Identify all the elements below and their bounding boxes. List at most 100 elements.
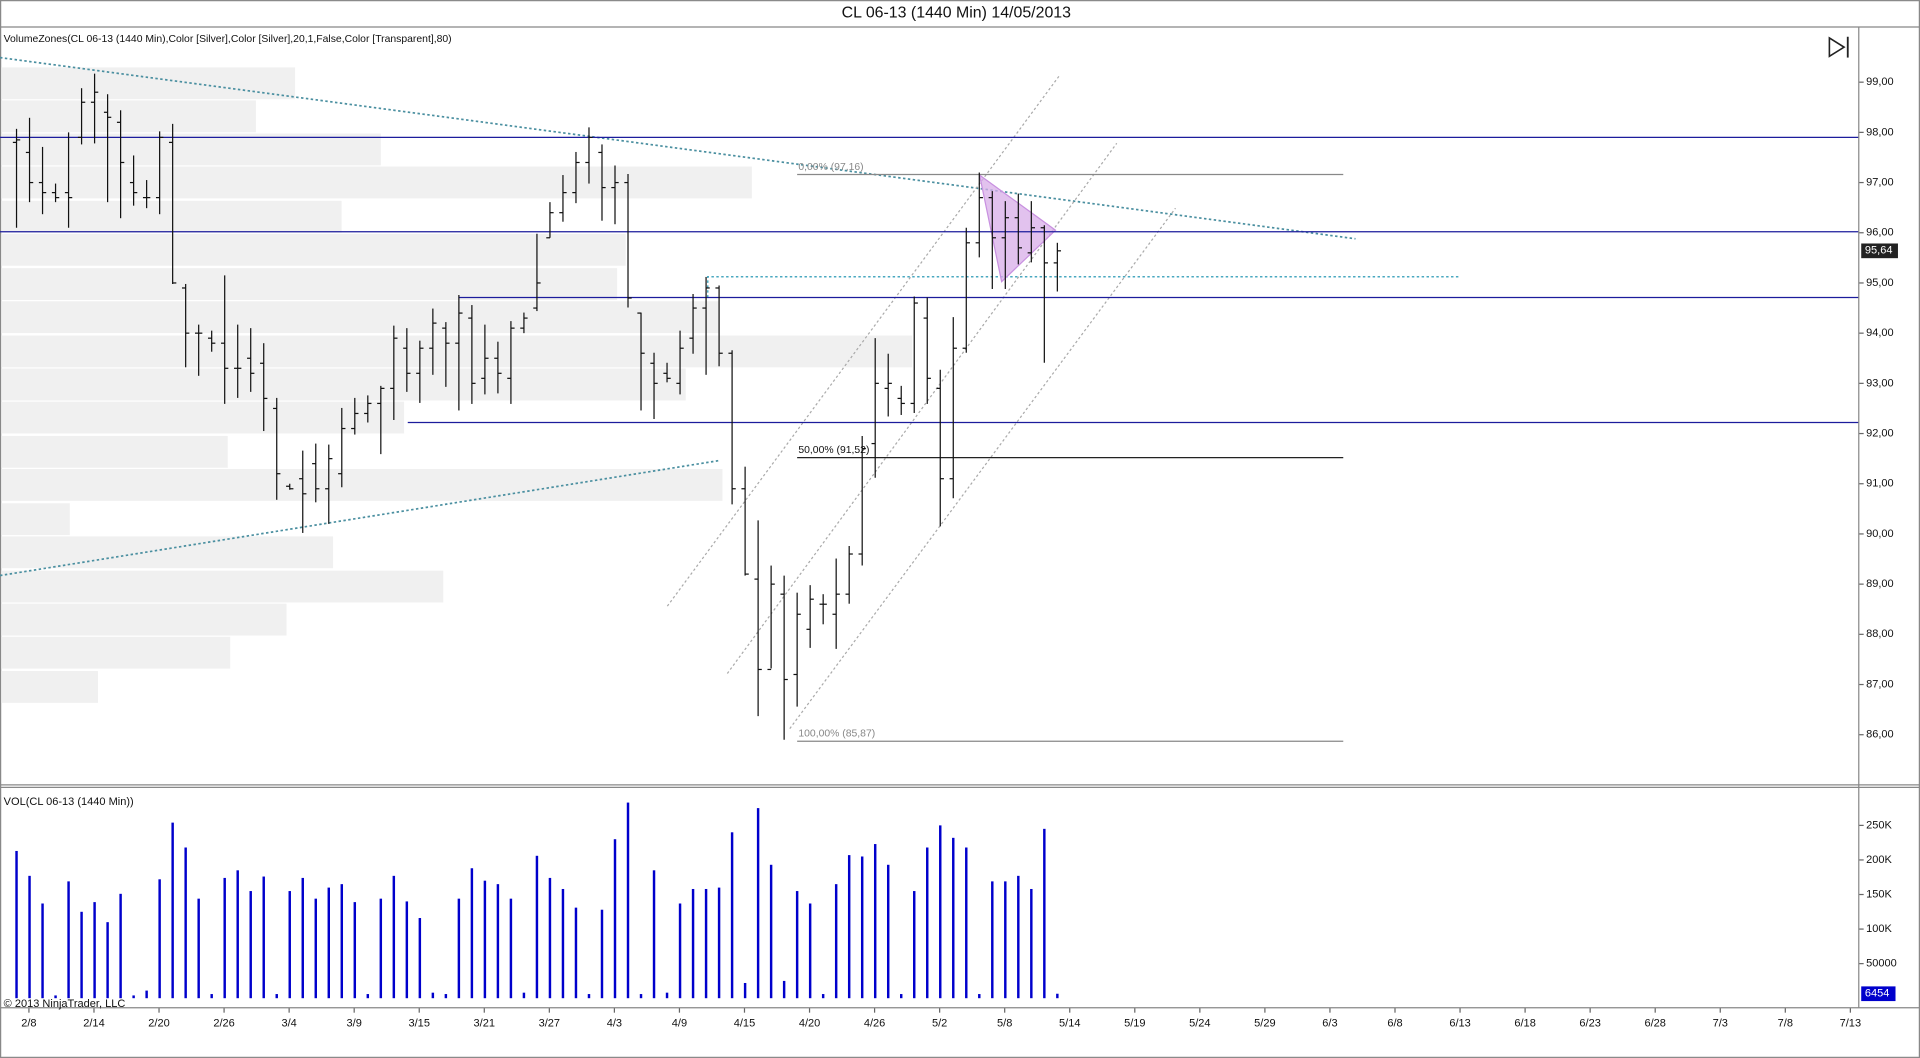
x-tick-label: 7/13 — [1840, 1018, 1861, 1030]
y-tick-label: 97,00 — [1866, 176, 1894, 188]
y-tick-label: 87,00 — [1866, 678, 1894, 690]
volume-bar — [418, 918, 422, 999]
volume-bar — [978, 994, 981, 999]
y-tick-label: 93,00 — [1866, 377, 1894, 389]
volume-bar — [535, 855, 539, 999]
volume-bar — [795, 891, 799, 999]
volume-bar — [93, 902, 96, 999]
x-tick-label: 6/28 — [1644, 1018, 1665, 1030]
volume-zones — [1, 67, 913, 703]
volume-zone — [1, 268, 618, 301]
volume-zone — [1, 401, 405, 434]
y-tick-label: 95,00 — [1866, 277, 1894, 289]
volume-bar — [665, 992, 669, 999]
volume-bar — [834, 884, 838, 999]
volume-bar — [379, 898, 383, 999]
x-tick-label: 5/19 — [1124, 1018, 1145, 1030]
volume-bar — [262, 876, 265, 999]
channel-line — [789, 207, 1177, 729]
volume-bar — [1043, 828, 1046, 999]
x-tick-label: 5/29 — [1254, 1018, 1275, 1030]
end-icon[interactable] — [1828, 36, 1846, 58]
volume-bar — [821, 994, 825, 999]
volume-bar — [873, 844, 877, 999]
chart-title: CL 06-13 (1440 Min) 14/05/2013 — [842, 5, 1071, 22]
volume-bar — [1004, 881, 1007, 999]
x-tick-label: 3/15 — [409, 1018, 430, 1030]
volume-bar — [522, 992, 526, 999]
volume-bar — [197, 898, 200, 999]
volume-bar — [626, 802, 630, 999]
volume-zone — [1, 200, 342, 233]
volume-bar — [886, 864, 890, 999]
volume-zone — [1, 603, 287, 636]
volume-bar — [314, 898, 317, 999]
x-tick-label: 5/8 — [997, 1018, 1012, 1030]
volume-tick-label: 150K — [1866, 888, 1892, 900]
y-tick-label: 92,00 — [1866, 427, 1894, 439]
volume-zone — [1, 435, 228, 468]
x-tick-label: 3/27 — [539, 1018, 560, 1030]
x-tick-label: 4/9 — [672, 1018, 687, 1030]
volume-zone — [1, 100, 256, 133]
y-tick-label: 96,00 — [1866, 227, 1894, 239]
y-tick-label: 90,00 — [1866, 528, 1894, 540]
volume-bar — [457, 898, 461, 999]
volume-bar — [483, 880, 487, 999]
volume-tick-label: 100K — [1866, 923, 1892, 935]
x-tick-label: 2/8 — [21, 1018, 36, 1030]
volume-bar — [587, 994, 591, 999]
fib-label: 100,00% (85,87) — [798, 729, 875, 740]
volume-bar — [431, 992, 435, 999]
plot: 0,00% (97,16) 50,00% (91,52) 100,00% (85,8… — [0, 73, 1898, 1030]
x-tick-label: 6/13 — [1449, 1018, 1470, 1030]
volume-bar — [41, 903, 44, 999]
fib-label: 0,00% (97,16) — [798, 162, 863, 173]
volume-zone — [1, 671, 98, 703]
dotted-level — [707, 276, 1460, 298]
volume-bar — [756, 808, 760, 999]
volume-bar — [548, 877, 552, 999]
volume-bar — [145, 990, 148, 999]
volume-zone — [1, 469, 723, 501]
volume-zone — [1, 503, 70, 536]
volume-bar — [600, 909, 604, 999]
volume-bar — [613, 839, 617, 999]
volume-bar — [15, 850, 18, 999]
x-tick-label: 7/3 — [1713, 1018, 1728, 1030]
volume-zone — [1, 536, 334, 569]
volume-bar — [900, 994, 903, 999]
volume-bar — [717, 887, 721, 999]
volume-label: VOL(CL 06-13 (1440 Min)) — [4, 796, 134, 808]
y-tick-label: 89,00 — [1866, 578, 1894, 590]
copyright: © 2013 NinjaTrader, LLC — [4, 998, 126, 1010]
x-tick-label: 5/2 — [932, 1018, 947, 1030]
volume-zone — [1, 301, 719, 334]
volume-bar — [236, 870, 239, 999]
x-tick-label: 3/4 — [281, 1018, 296, 1030]
volume-bar — [275, 994, 278, 999]
end-button[interactable] — [1828, 36, 1849, 58]
volume-tick-label: 250K — [1866, 819, 1892, 831]
x-tick-label: 4/3 — [607, 1018, 622, 1030]
x-tick-label: 5/14 — [1059, 1018, 1080, 1030]
y-tick-label: 88,00 — [1866, 628, 1894, 640]
y-tick-label: 86,00 — [1866, 729, 1894, 741]
volume-bar — [340, 884, 344, 999]
volume-bar — [782, 980, 786, 999]
x-tick-label: 4/20 — [799, 1018, 820, 1030]
trend-line — [0, 459, 721, 577]
volume-zone — [1, 636, 231, 669]
drawings — [0, 56, 1460, 729]
volume-zone — [1, 233, 626, 266]
volume-bar — [652, 870, 656, 999]
volume-bar — [1056, 993, 1059, 999]
volume-bar — [691, 888, 695, 999]
volume-bar — [574, 907, 578, 999]
y-tick-label: 99,00 — [1866, 76, 1894, 88]
last-price-label: 95,64 — [1865, 245, 1893, 257]
volume-bar — [847, 855, 851, 999]
volume-bar — [327, 887, 330, 999]
volume-bar — [470, 868, 474, 999]
